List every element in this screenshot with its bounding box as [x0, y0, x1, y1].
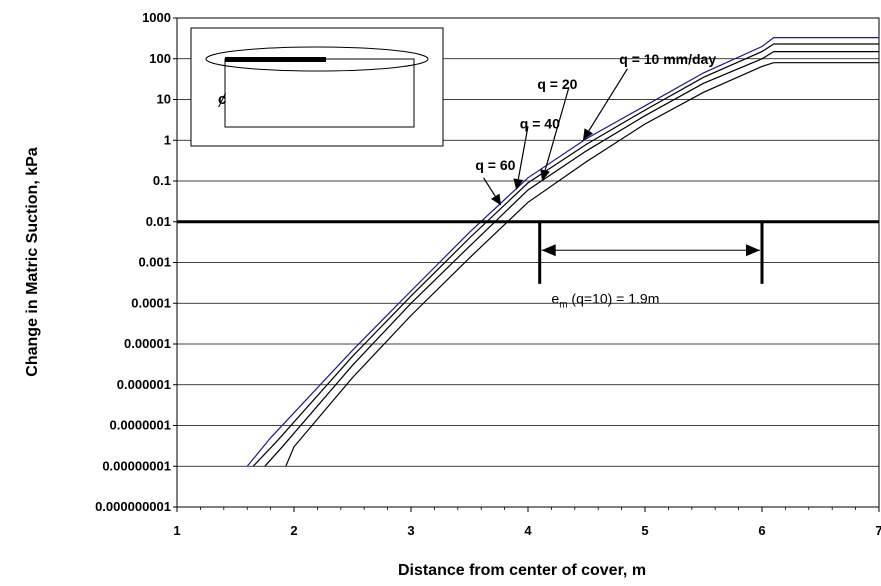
- y-tick-label: 100: [149, 51, 171, 66]
- x-tick-label: 4: [524, 523, 532, 538]
- x-axis: 1 2 3 4 5 6 7: [173, 507, 881, 538]
- y-tick-label: 1: [164, 132, 171, 147]
- inset-diagram: ȼ: [190, 27, 444, 147]
- x-tick-label: 5: [641, 523, 648, 538]
- series-line-4: [246, 36, 879, 467]
- label-q10: q = 10 mm/day: [619, 51, 716, 67]
- series-line-3: [252, 43, 879, 467]
- em-arrowhead-left: [541, 244, 556, 257]
- em-label-subscript: m: [559, 300, 567, 311]
- y-tick-label: 0.000001: [117, 377, 171, 392]
- label-q20: q = 20: [537, 76, 577, 92]
- x-tick-label: 7: [875, 523, 881, 538]
- label-q40: q = 40: [520, 115, 560, 131]
- inset-cover-bar: [225, 57, 326, 62]
- y-axis: 1000 100 10 1 0.1 0.01 0.001 0.0001 0.00001 0.000…: [95, 10, 177, 514]
- em-label: em (q=10) = 1.9m: [551, 291, 659, 311]
- em-label-prefix: e: [551, 291, 559, 307]
- pointer-arrow-1: [588, 68, 628, 132]
- inset-frame: [190, 27, 444, 147]
- annotations: em (q=10) = 1.9m q = 10 mm/day q = 20 q = 4…: [177, 51, 879, 311]
- y-tick-label: 0.01: [146, 214, 171, 229]
- series-line-2: [264, 50, 879, 467]
- y-axis-title: Change in Matric Suction, kPa: [24, 147, 41, 376]
- pointer-arrowhead-1: [582, 128, 594, 141]
- pointer-arrow-4: [483, 177, 496, 197]
- x-axis-title: Distance from center of cover, m: [398, 562, 646, 579]
- em-arrowhead-right: [746, 244, 760, 257]
- label-q60: q = 60: [475, 157, 515, 173]
- em-label-suffix: (q=10) = 1.9m: [568, 291, 660, 307]
- y-tick-label: 10: [157, 92, 171, 107]
- y-tick-label: 0.00001: [124, 336, 171, 351]
- x-tick-label: 2: [290, 523, 297, 538]
- pointer-arrowhead-4: [490, 193, 502, 206]
- y-tick-label: 0.00000001: [102, 458, 171, 473]
- y-tick-label: 0.000000001: [95, 499, 171, 514]
- x-tick-label: 1: [173, 523, 180, 538]
- x-tick-label: 6: [758, 523, 765, 538]
- series-lines: [246, 36, 879, 467]
- pointer-arrow-2: [544, 87, 570, 171]
- series-line-1: [285, 62, 879, 467]
- x-tick-label: 3: [407, 523, 414, 538]
- inset-ellipse: [205, 46, 429, 72]
- pointer-arrow-3: [517, 126, 529, 180]
- y-tick-label: 0.0001: [131, 295, 171, 310]
- pointer-arrowhead-3: [513, 178, 524, 191]
- pointer-arrowhead-2: [540, 169, 550, 181]
- y-tick-label: 0.1: [153, 173, 171, 188]
- centerline-symbol: ȼ: [218, 91, 227, 108]
- y-tick-label: 0.001: [138, 255, 171, 270]
- y-tick-label: 1000: [142, 10, 171, 25]
- y-tick-label: 0.0000001: [110, 418, 171, 433]
